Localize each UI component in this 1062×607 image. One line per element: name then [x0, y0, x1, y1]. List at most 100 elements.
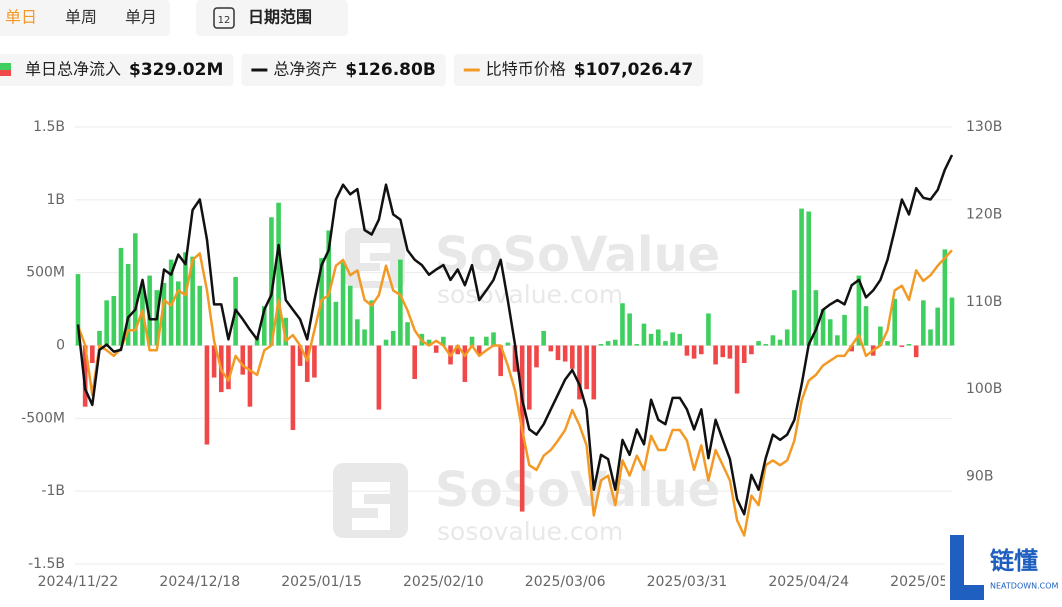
- bar: [591, 345, 597, 400]
- bar: [598, 344, 604, 346]
- bar: [763, 344, 769, 346]
- bar: [727, 345, 733, 359]
- legend-item: 比特币价格 $107,026.47: [453, 54, 704, 86]
- bar: [97, 330, 102, 346]
- bar: [713, 345, 718, 365]
- y2-tick-label: 120B: [966, 206, 1002, 222]
- bar: [82, 345, 88, 407]
- bar: [734, 345, 740, 394]
- watermark-brand: SoSoValue: [435, 227, 720, 283]
- bar: [204, 345, 210, 445]
- y-tick-label: 1B: [46, 192, 65, 208]
- bar: [792, 290, 797, 346]
- bar: [806, 211, 812, 346]
- bar: [147, 275, 152, 346]
- bar: [376, 345, 382, 410]
- legend-item: 单日总净流入 $329.02M: [0, 54, 234, 86]
- y-tick-label: -1.5B: [28, 556, 65, 572]
- bar: [684, 345, 690, 356]
- bar: [211, 345, 217, 378]
- bar: [899, 345, 905, 347]
- bar: [355, 319, 360, 346]
- bar: [283, 317, 289, 346]
- bar: [125, 263, 131, 346]
- bar: [605, 341, 611, 346]
- bar: [197, 285, 203, 346]
- bar: [670, 332, 675, 346]
- bar: [648, 333, 654, 346]
- bar: [247, 345, 253, 407]
- bar: [913, 345, 919, 358]
- bar: [462, 345, 468, 382]
- badge-logo: [950, 535, 984, 600]
- bar: [627, 313, 632, 346]
- bar: [340, 262, 346, 346]
- bar: [175, 281, 181, 346]
- bar: [784, 329, 790, 346]
- tab[interactable]: 单日: [5, 8, 37, 27]
- bar: [512, 345, 518, 372]
- legend-background: [0, 54, 234, 86]
- bar: [183, 252, 188, 346]
- bar: [240, 345, 246, 375]
- x-tick-label: 2025/02/10: [403, 574, 484, 590]
- bar: [942, 249, 948, 346]
- y2-tick-label: 130B: [966, 119, 1002, 135]
- bar: [168, 259, 174, 346]
- bar: [892, 298, 897, 346]
- bar: [827, 319, 833, 346]
- bar: [161, 282, 167, 346]
- y-tick-label: -500M: [21, 410, 65, 426]
- bar: [104, 300, 109, 346]
- legend-label: 单日总净流入: [25, 60, 121, 79]
- y2-tick-label: 110B: [966, 294, 1002, 310]
- legend: 单日总净流入 $329.02M 总净资产 $126.80B 比特币价格 $107,026.…: [0, 54, 704, 86]
- bar: [620, 303, 625, 346]
- bar: [491, 332, 496, 346]
- bar: [527, 345, 532, 410]
- bar: [706, 313, 711, 346]
- x-tick-label: 2024/11/22: [38, 574, 119, 590]
- bar: [641, 323, 647, 346]
- bar: [842, 314, 847, 346]
- bar: [534, 345, 539, 368]
- plot: -1.5B-1B-500M0500M1B1.5B80B90B100B110B12…: [21, 119, 1002, 590]
- bar: [312, 345, 317, 378]
- tab[interactable]: 单周: [65, 8, 97, 27]
- bar: [347, 285, 353, 346]
- legend-value: $126.80B: [345, 60, 435, 80]
- bar: [426, 339, 432, 346]
- bar: [634, 344, 640, 346]
- bar: [383, 339, 389, 346]
- bar: [885, 341, 890, 346]
- legend-swatch: [0, 63, 11, 70]
- bar: [261, 306, 267, 346]
- bar: [612, 339, 618, 346]
- bar: [484, 336, 489, 346]
- bar: [433, 345, 439, 353]
- x-tick-label: 2025/03/06: [525, 574, 606, 590]
- tab[interactable]: 单月: [125, 8, 157, 27]
- bar: [770, 335, 776, 346]
- bar: [133, 233, 138, 346]
- bar: [570, 345, 575, 369]
- bar: [691, 345, 697, 359]
- date-range-label: 日期范围: [248, 8, 312, 27]
- y2-tick-label: 100B: [966, 381, 1002, 397]
- y-tick-label: -1B: [41, 483, 65, 499]
- bar: [655, 329, 661, 346]
- line: [76, 154, 954, 516]
- bar: [304, 345, 310, 382]
- badge-name: 链懂: [990, 547, 1038, 575]
- bar: [741, 345, 747, 363]
- legend-value: $329.02M: [129, 60, 223, 80]
- legend-item: 总净资产 $126.80B: [241, 54, 446, 86]
- bar: [390, 330, 396, 346]
- bar: [118, 247, 124, 346]
- bar: [276, 202, 281, 346]
- bar: [949, 297, 955, 346]
- bar: [226, 345, 231, 390]
- watermarks: SoSoValue sosovalue.com SoSoValue sosova…: [333, 227, 720, 546]
